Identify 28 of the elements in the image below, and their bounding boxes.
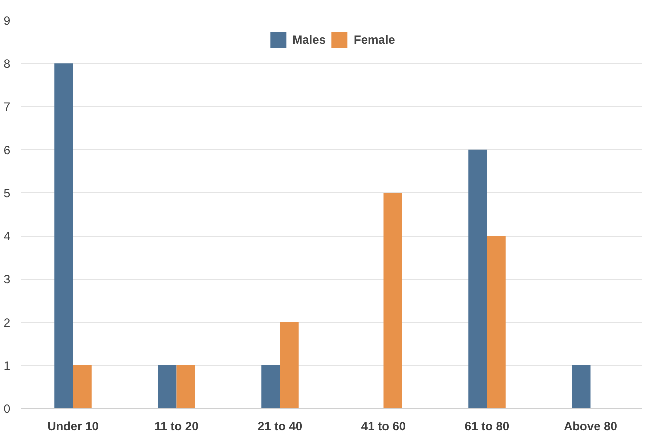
x-tick-label: 21 to 40 — [258, 420, 303, 434]
y-tick-label: 4 — [4, 230, 11, 244]
bar — [572, 365, 591, 408]
y-tick-label: 7 — [4, 100, 11, 114]
bar — [468, 150, 488, 408]
y-tick-label: 3 — [4, 272, 11, 287]
bar — [176, 365, 196, 408]
bar — [54, 64, 74, 408]
y-tick-label: 6 — [4, 143, 11, 158]
y-tick-label: 0 — [4, 402, 11, 416]
x-tick-label: Above 80 — [564, 420, 618, 434]
x-tick-label: Under 10 — [48, 420, 100, 434]
y-tick-label: 9 — [4, 14, 11, 28]
bar — [280, 322, 299, 408]
bar — [487, 236, 506, 408]
y-tick-label: 1 — [4, 358, 11, 373]
x-tick-label: 61 to 80 — [464, 420, 510, 434]
y-tick-label: 8 — [4, 57, 11, 72]
bar — [262, 365, 280, 408]
legend-label: Female — [354, 33, 396, 47]
y-tick-label: 5 — [4, 186, 11, 200]
y-tick-label: 2 — [4, 316, 11, 330]
legend-label: Males — [292, 33, 326, 47]
x-tick-label: 41 to 60 — [361, 420, 406, 434]
x-tick-label: 11 to 20 — [154, 420, 200, 434]
bar — [384, 192, 402, 408]
bar — [73, 365, 92, 408]
bar — [158, 365, 177, 408]
